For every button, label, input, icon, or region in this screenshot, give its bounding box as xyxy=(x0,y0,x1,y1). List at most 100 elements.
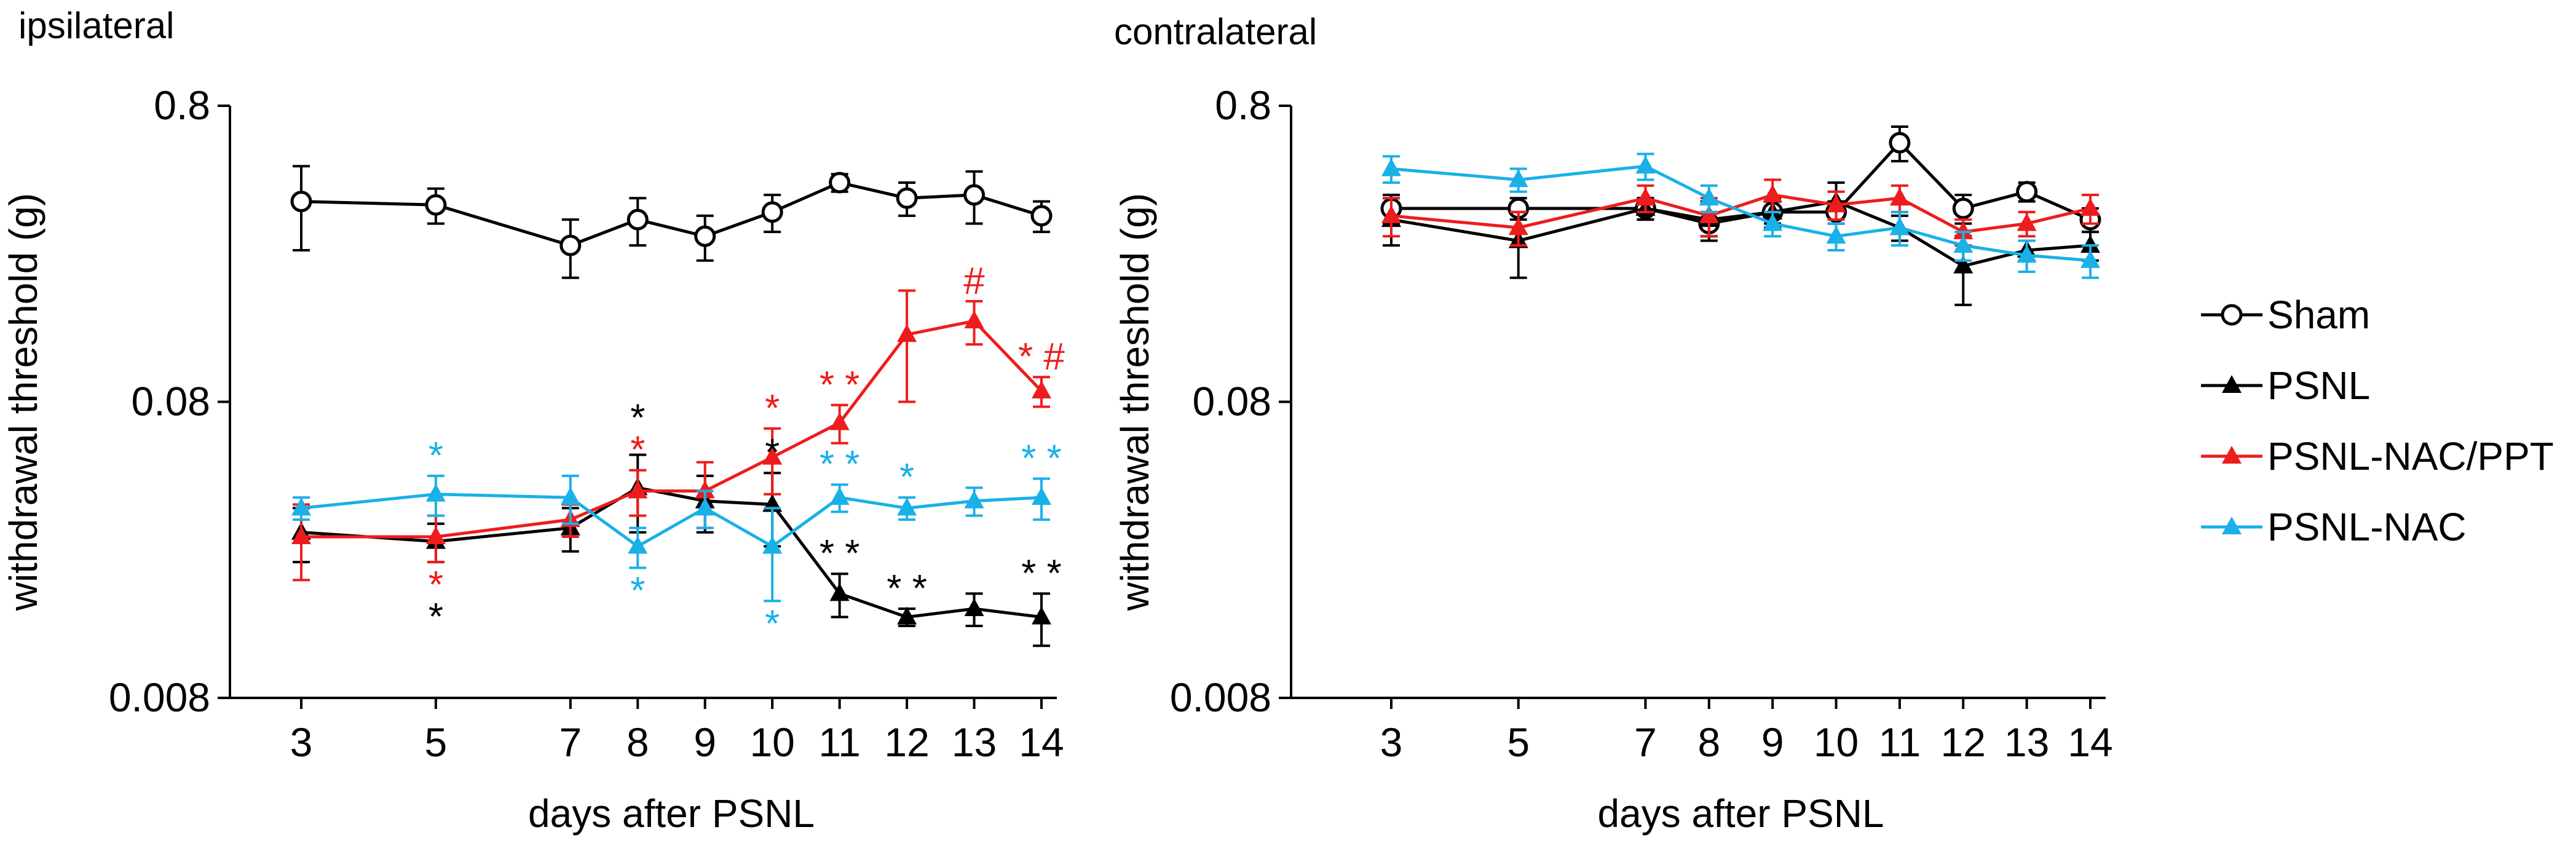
panel-title: ipsilateral xyxy=(18,5,174,46)
data-point xyxy=(829,487,850,505)
data-point xyxy=(964,490,984,509)
legend-marker xyxy=(2221,304,2243,326)
data-point xyxy=(559,234,582,256)
x-tick-label: 8 xyxy=(626,719,649,765)
series-line xyxy=(301,486,1042,619)
data-point xyxy=(1635,188,1656,206)
data-point xyxy=(761,201,783,223)
series-line xyxy=(1391,140,2092,226)
legend-item-psnl: PSNL xyxy=(2201,363,2370,408)
data-point xyxy=(829,412,850,430)
significance-marker: * xyxy=(765,603,780,645)
series-psnl-nac-ppt xyxy=(1381,178,2100,247)
series-line xyxy=(1391,164,2091,263)
data-point xyxy=(1635,156,1656,174)
legend-label: PSNL xyxy=(2267,363,2370,408)
data-point xyxy=(1508,217,1528,235)
series-line xyxy=(301,181,1042,247)
data-point xyxy=(1032,606,1051,625)
series-sham xyxy=(1380,125,2101,238)
significance-marker: # xyxy=(963,260,985,303)
significance-marker: * * xyxy=(820,364,859,406)
legend-item-sham: Sham xyxy=(2201,293,2370,337)
series-psnl-nac xyxy=(291,474,1051,603)
data-point xyxy=(2017,213,2037,231)
data-point xyxy=(1381,158,1401,176)
legend-marker xyxy=(2222,446,2242,464)
data-point xyxy=(1032,487,1051,505)
series-sham xyxy=(290,165,1053,279)
y-tick-label: 0.008 xyxy=(1170,675,1271,720)
x-tick-label: 7 xyxy=(559,719,582,765)
data-point xyxy=(1763,213,1783,231)
data-point xyxy=(964,598,984,617)
data-point xyxy=(1032,380,1051,398)
x-tick-label: 14 xyxy=(2068,719,2112,765)
x-tick-label: 5 xyxy=(425,719,448,765)
x-tick-label: 9 xyxy=(1761,719,1784,765)
legend-label: PSNL-NAC xyxy=(2267,505,2467,549)
data-point xyxy=(1030,205,1053,227)
significance-marker: * * xyxy=(820,443,859,486)
data-point xyxy=(628,536,648,554)
data-point xyxy=(829,583,850,601)
data-point xyxy=(1889,217,1910,235)
series-line xyxy=(1391,200,2091,268)
data-point xyxy=(1699,188,1719,206)
significance-marker: * * xyxy=(820,532,859,575)
data-point xyxy=(425,526,446,545)
x-tick-label: 10 xyxy=(749,719,794,765)
x-tick-label: 3 xyxy=(290,719,313,765)
data-point xyxy=(2017,245,2037,263)
y-tick-label: 0.008 xyxy=(109,675,210,720)
significance-marker: * xyxy=(630,429,645,472)
data-point xyxy=(2080,197,2100,216)
significance-marker: * xyxy=(899,456,914,499)
significance-marker: * xyxy=(765,432,780,474)
x-axis-label: days after PSNL xyxy=(1598,791,1884,836)
data-point xyxy=(1953,255,1973,274)
data-point xyxy=(964,311,984,329)
data-point xyxy=(1889,132,1911,154)
data-point xyxy=(963,184,986,206)
panel-contralateral: contralateral 0.008 0.08 0.8 3 5 7 8 9 10 11 12 13 14… xyxy=(1113,11,2113,836)
data-point xyxy=(290,191,312,213)
data-point xyxy=(626,208,649,231)
panel-title: contralateral xyxy=(1114,11,1317,52)
data-point xyxy=(628,480,648,499)
x-tick-label: 12 xyxy=(884,719,929,765)
x-tick-label: 5 xyxy=(1507,719,1530,765)
significance-marker: * xyxy=(429,596,443,638)
x-tick-label: 3 xyxy=(1380,719,1403,765)
data-point xyxy=(1826,194,1846,213)
data-point xyxy=(694,225,716,247)
series-psnl-nac xyxy=(1381,152,2100,279)
series-psnl-nac-ppt xyxy=(291,289,1051,582)
significance-marker: * * xyxy=(1021,552,1061,595)
series-psnl xyxy=(291,453,1051,647)
legend-label: PSNL-NAC/PPT xyxy=(2267,434,2554,478)
data-point xyxy=(1508,169,1528,188)
data-point xyxy=(291,526,311,545)
legend-item-psnl-nac-ppt: PSNL-NAC/PPT xyxy=(2201,434,2554,478)
x-tick-label: 7 xyxy=(1634,719,1657,765)
data-point xyxy=(291,497,311,516)
x-tick-label: 13 xyxy=(2004,719,2049,765)
legend-marker xyxy=(2222,375,2242,393)
y-tick-label: 0.8 xyxy=(154,82,210,128)
y-axis-label: withdrawal threshold (g) xyxy=(1,193,45,611)
data-point xyxy=(1763,184,1783,202)
x-tick-label: 14 xyxy=(1019,719,1064,765)
x-tick-label: 8 xyxy=(1697,719,1720,765)
data-point xyxy=(1952,197,1974,220)
data-point xyxy=(1381,205,1401,223)
x-axis-label: days after PSNL xyxy=(528,791,815,836)
x-tick-label: 13 xyxy=(952,719,997,765)
data-point xyxy=(897,606,917,625)
significance-marker: * # xyxy=(1018,336,1065,378)
y-tick-label: 0.08 xyxy=(132,379,210,424)
data-point xyxy=(762,536,783,554)
data-point xyxy=(1826,226,1846,244)
data-point xyxy=(560,487,580,505)
